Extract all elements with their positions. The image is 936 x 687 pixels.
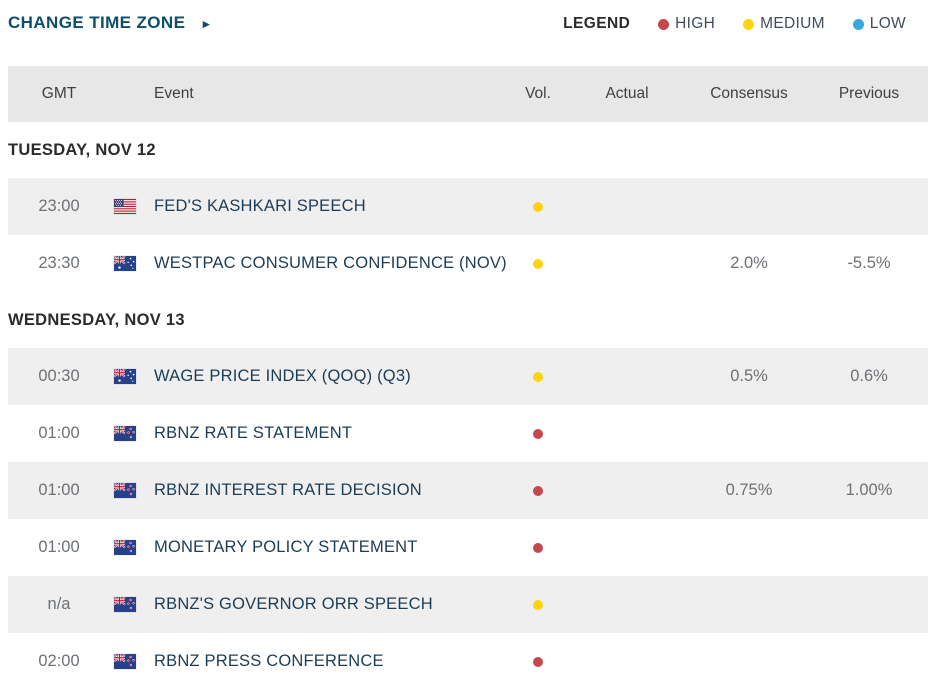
volatility-dot (533, 371, 543, 382)
medium-volatility-dot-icon (743, 18, 755, 30)
calendar-body: TUESDAY, NOV 12 23:00 (8, 122, 928, 687)
row-vol-cell (510, 485, 566, 496)
row-vol-cell (510, 599, 566, 610)
date-header-label: WEDNESDAY, NOV 13 (8, 310, 185, 329)
row-event: WESTPAC CONSUMER CONFIDENCE (NOV) (154, 254, 507, 272)
change-time-zone-label: CHANGE TIME ZONE (8, 13, 186, 32)
chevron-right-icon: ► (200, 17, 213, 31)
legend-item-medium: MEDIUM (743, 15, 825, 33)
date-header: WEDNESDAY, NOV 13 (8, 292, 928, 348)
row-time: 23:00 (38, 197, 80, 215)
row-event: FED'S KASHKARI SPEECH (154, 197, 366, 215)
row-time: 01:00 (38, 538, 80, 556)
flag-au-icon (114, 256, 136, 271)
row-consensus: 2.0% (730, 254, 768, 272)
row-event: RBNZ RATE STATEMENT (154, 424, 353, 442)
legend-item-label: HIGH (675, 15, 716, 32)
volatility-dot (533, 542, 543, 553)
row-vol-cell (510, 656, 566, 667)
row-flag-cell (110, 426, 150, 441)
column-header-previous: Previous (838, 85, 900, 102)
legend-item-label: LOW (869, 15, 906, 32)
low-volatility-dot-icon (852, 18, 864, 30)
row-flag-cell (110, 369, 150, 384)
event-row[interactable]: 01:00 RBNZ RATE STATEMENT (8, 405, 928, 462)
row-previous: 1.00% (845, 481, 893, 499)
volatility-dot (533, 485, 543, 496)
legend-title: LEGEND (563, 15, 631, 32)
column-header-actual: Actual (605, 85, 649, 102)
row-flag-cell (110, 256, 150, 271)
flag-nz-icon (114, 426, 136, 441)
event-row[interactable]: 23:00 (8, 178, 928, 235)
event-row[interactable]: 01:00 MONETARY POLICY STATEMENT (8, 519, 928, 576)
row-flag-cell (110, 597, 150, 612)
event-row[interactable]: 23:30 WESTPAC CONSUMER CONFIDENCE (NOV) (8, 235, 928, 292)
row-consensus: 0.5% (730, 367, 768, 385)
row-flag-cell (110, 654, 150, 669)
section-rows: 23:00 (8, 178, 928, 292)
volatility-dot (533, 201, 543, 212)
table-header-row: GMT Event Vol. Actual Consensus Previous (8, 66, 928, 122)
row-vol-cell (510, 428, 566, 439)
row-vol-cell (510, 201, 566, 212)
event-row[interactable]: 01:00 RBNZ INTEREST RATE DECISION 0.75% … (8, 462, 928, 519)
legend-item-high: HIGH (658, 15, 715, 33)
row-time: 00:30 (38, 367, 80, 385)
volatility-dot (533, 656, 543, 667)
legend-item-label: MEDIUM (760, 15, 825, 32)
row-event: MONETARY POLICY STATEMENT (154, 538, 418, 556)
row-event: WAGE PRICE INDEX (QOQ) (Q3) (154, 367, 411, 385)
row-vol-cell (510, 542, 566, 553)
volatility-dot (533, 428, 543, 439)
volatility-dot (533, 258, 543, 269)
calendar-section: WEDNESDAY, NOV 13 00:30 WAGE PRICE (8, 292, 928, 687)
column-header-event: Event (154, 85, 194, 102)
change-time-zone-button[interactable]: CHANGE TIME ZONE ► (8, 13, 213, 33)
volatility-dot (533, 599, 543, 610)
flag-au-icon (114, 369, 136, 384)
legend: LEGEND HIGH MEDIUM LOW (563, 13, 906, 33)
row-previous: 0.6% (850, 367, 888, 385)
flag-nz-icon (114, 654, 136, 669)
row-vol-cell (510, 371, 566, 382)
event-row[interactable]: 00:30 WAGE PRICE INDEX (QOQ) (Q3) (8, 348, 928, 405)
column-header-consensus: Consensus (710, 85, 788, 102)
row-time: 01:00 (38, 424, 80, 442)
high-volatility-dot-icon (658, 18, 670, 30)
row-previous: -5.5% (847, 254, 891, 272)
row-flag-cell (110, 199, 150, 214)
row-time: 02:00 (38, 652, 80, 670)
row-flag-cell (110, 540, 150, 555)
date-header-label: TUESDAY, NOV 12 (8, 140, 156, 159)
economic-calendar: GMT Event Vol. Actual Consensus Previous… (8, 66, 928, 687)
row-event: RBNZ INTEREST RATE DECISION (154, 481, 422, 499)
flag-nz-icon (114, 483, 136, 498)
row-time: 23:30 (38, 254, 80, 272)
date-header: TUESDAY, NOV 12 (8, 122, 928, 178)
row-flag-cell (110, 483, 150, 498)
row-event: RBNZ PRESS CONFERENCE (154, 652, 384, 670)
event-row[interactable]: 02:00 RBNZ PRESS CONFERENCE (8, 633, 928, 687)
row-consensus: 0.75% (725, 481, 773, 499)
flag-nz-icon (114, 597, 136, 612)
flag-us-icon (114, 199, 136, 214)
flag-nz-icon (114, 540, 136, 555)
column-header-gmt: GMT (41, 85, 77, 102)
column-header-vol: Vol. (525, 85, 551, 102)
topbar: CHANGE TIME ZONE ► LEGEND HIGH MEDIUM LO… (0, 0, 936, 66)
calendar-section: TUESDAY, NOV 12 23:00 (8, 122, 928, 292)
section-rows: 00:30 WAGE PRICE INDEX (QOQ) (Q3) (8, 348, 928, 687)
event-row[interactable]: n/a RBNZ'S GOVERNOR ORR SPEECH (8, 576, 928, 633)
legend-item-low: LOW (852, 15, 906, 33)
row-time: 01:00 (38, 481, 80, 499)
row-vol-cell (510, 258, 566, 269)
row-event: RBNZ'S GOVERNOR ORR SPEECH (154, 595, 433, 613)
row-time: n/a (47, 595, 71, 613)
